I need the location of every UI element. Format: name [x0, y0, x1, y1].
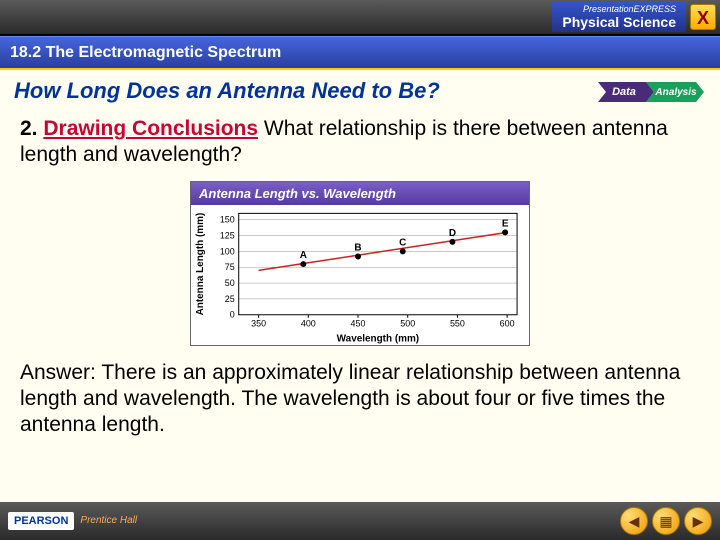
svg-text:600: 600 [500, 318, 515, 328]
close-button[interactable]: X [690, 4, 716, 30]
page-title: How Long Does an Antenna Need to Be? [14, 78, 596, 104]
answer-block: Answer: There is an approximately linear… [0, 356, 720, 449]
svg-text:550: 550 [450, 318, 465, 328]
section-label: 18.2 The Electromagnetic Spectrum [10, 44, 281, 62]
svg-text:B: B [354, 242, 361, 253]
svg-text:500: 500 [400, 318, 415, 328]
badge-left-text: Data [612, 86, 636, 98]
publisher-block: PEARSON Prentice Hall [8, 512, 137, 530]
svg-text:350: 350 [251, 318, 266, 328]
svg-text:25: 25 [225, 293, 235, 303]
menu-button[interactable]: ▦ [652, 507, 680, 535]
imprint-logo: Prentice Hall [80, 516, 137, 526]
heading-row: How Long Does an Antenna Need to Be? Dat… [0, 70, 720, 110]
svg-text:50: 50 [225, 278, 235, 288]
chart-area: 0 25 50 75 100 125 150 350 400 450 500 550 600 A B C D E W… [191, 205, 529, 345]
svg-text:450: 450 [351, 318, 366, 328]
data-analysis-badge: Data Analysis [596, 78, 706, 106]
chart-box: Antenna Length vs. Wavelength 0 25 50 75 100… [190, 181, 530, 346]
badge-right-text: Analysis [654, 87, 697, 98]
question-skill: Drawing Conclusions [43, 117, 258, 140]
publisher-logo: PEARSON [8, 512, 74, 530]
svg-text:0: 0 [230, 309, 235, 319]
svg-text:125: 125 [220, 230, 235, 240]
nav-controls: ◀ ▦ ▶ [620, 507, 712, 535]
top-bar: PresentationEXPRESS Physical Science X [0, 0, 720, 36]
brand-box: PresentationEXPRESS Physical Science [552, 2, 686, 32]
svg-text:C: C [399, 237, 406, 248]
brand-line1: PresentationEXPRESS [562, 4, 676, 14]
content-area: How Long Does an Antenna Need to Be? Dat… [0, 70, 720, 502]
question-number: 2. [20, 117, 38, 140]
prev-button[interactable]: ◀ [620, 507, 648, 535]
question-block: 2. Drawing Conclusions What relationship… [0, 110, 720, 177]
section-bar: 18.2 The Electromagnetic Spectrum [0, 36, 720, 70]
svg-text:400: 400 [301, 318, 316, 328]
svg-text:100: 100 [220, 246, 235, 256]
chart-title: Antenna Length vs. Wavelength [191, 182, 529, 205]
next-button[interactable]: ▶ [684, 507, 712, 535]
chart-container: Antenna Length vs. Wavelength 0 25 50 75 100… [0, 177, 720, 356]
svg-text:E: E [502, 218, 509, 229]
svg-text:Antenna Length (mm): Antenna Length (mm) [195, 212, 206, 315]
svg-text:A: A [300, 250, 307, 261]
brand-line2: Physical Science [562, 14, 676, 30]
chart-svg: 0 25 50 75 100 125 150 350 400 450 500 550 600 A B C D E W… [191, 205, 529, 345]
svg-text:75: 75 [225, 262, 235, 272]
svg-text:150: 150 [220, 214, 235, 224]
svg-text:Wavelength (mm): Wavelength (mm) [337, 333, 419, 344]
svg-text:D: D [449, 227, 456, 238]
bottom-bar: PEARSON Prentice Hall ◀ ▦ ▶ [0, 502, 720, 540]
